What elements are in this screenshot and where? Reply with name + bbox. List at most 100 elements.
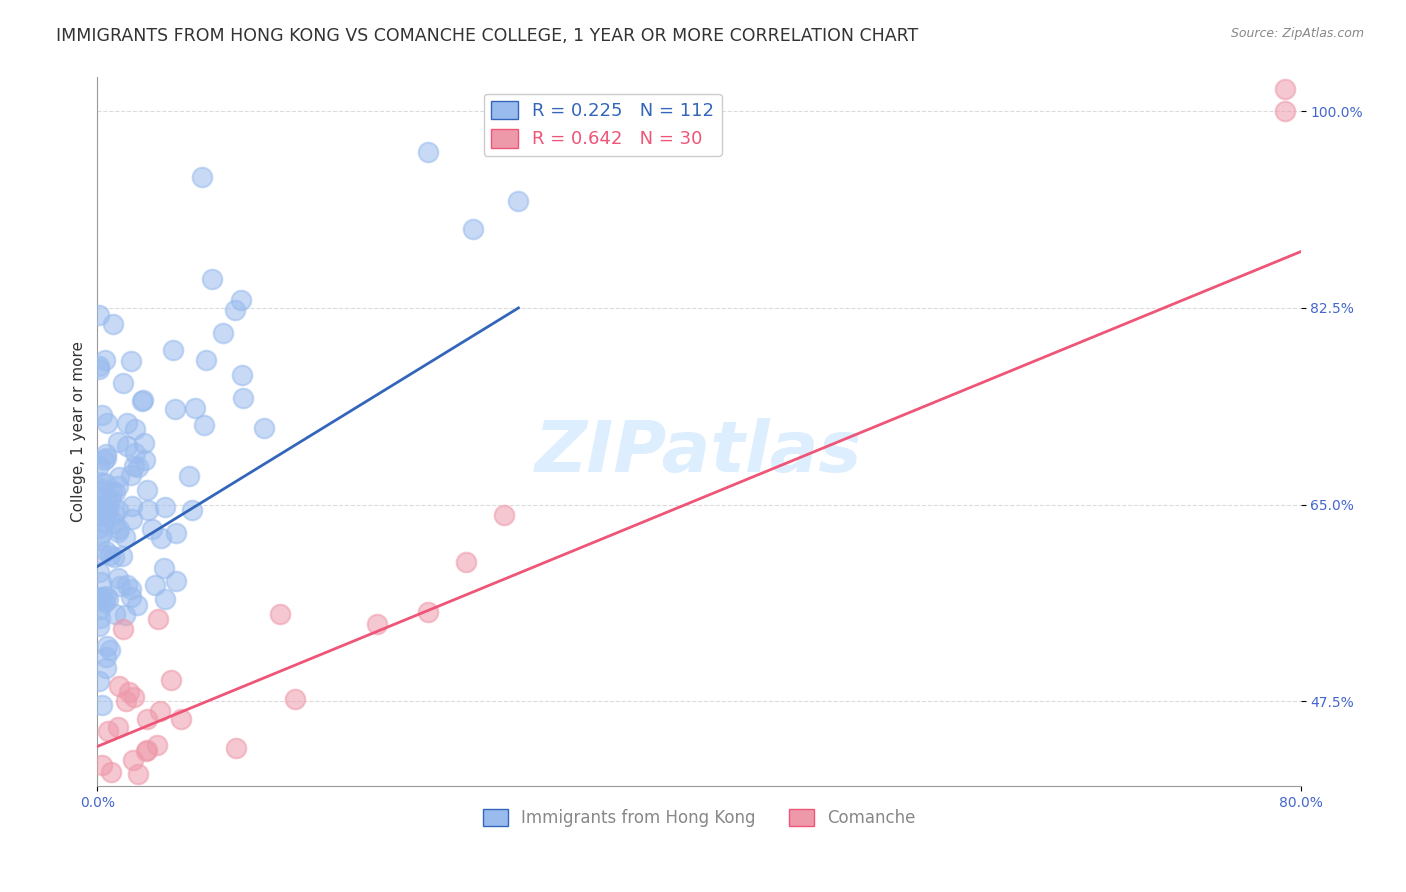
Point (492, 508, 515, 522)
Point (180, 502, 202, 516)
Point (110, 579, 132, 593)
Point (104, 484, 127, 499)
Point (169, 712, 191, 726)
Point (111, 549, 134, 564)
Point (224, 303, 246, 318)
Point (229, 293, 252, 308)
Point (508, 194, 530, 208)
Point (107, 571, 129, 585)
Point (416, 606, 439, 620)
Point (225, 740, 247, 755)
Point (87, 521, 110, 535)
Point (91, 698, 114, 713)
Point (120, 467, 142, 482)
Point (87, 565, 110, 579)
Point (100, 484, 122, 499)
Point (108, 469, 131, 483)
Point (155, 500, 177, 515)
Point (96, 505, 118, 519)
Text: IMMIGRANTS FROM HONG KONG VS COMANCHE COLLEGE, 1 YEAR OR MORE CORRELATION CHART: IMMIGRANTS FROM HONG KONG VS COMANCHE CO… (56, 27, 918, 45)
Point (232, 392, 254, 406)
Point (93, 515, 115, 529)
Point (111, 622, 134, 636)
Point (284, 691, 307, 706)
Point (90, 758, 112, 772)
Point (454, 555, 477, 569)
Point (149, 531, 172, 545)
Point (94, 353, 117, 368)
Point (94, 595, 117, 609)
Point (1274, 104, 1296, 119)
Point (107, 479, 129, 493)
Point (135, 483, 157, 498)
Point (94, 661, 117, 675)
Point (121, 512, 143, 526)
Point (89, 508, 111, 523)
Point (134, 744, 156, 758)
Point (108, 820, 131, 834)
Point (91, 590, 114, 604)
Point (115, 439, 138, 453)
Point (136, 743, 159, 757)
Point (87, 359, 110, 373)
Text: Source: ZipAtlas.com: Source: ZipAtlas.com (1230, 27, 1364, 40)
Point (100, 765, 122, 780)
Point (97, 592, 120, 607)
Point (90, 481, 112, 495)
Point (89, 610, 111, 624)
Point (231, 368, 253, 383)
Point (114, 607, 136, 622)
Point (107, 503, 129, 517)
Point (89, 822, 111, 836)
Point (165, 525, 187, 540)
Legend: Immigrants from Hong Kong, Comanche: Immigrants from Hong Kong, Comanche (475, 803, 922, 834)
Text: ZIPatlas: ZIPatlas (536, 418, 863, 487)
Point (115, 416, 138, 430)
Point (127, 459, 149, 474)
Point (96, 589, 118, 603)
Point (179, 468, 201, 483)
Point (1274, 81, 1296, 95)
Point (107, 524, 129, 539)
Point (269, 607, 291, 621)
Point (90, 574, 112, 589)
Point (136, 712, 159, 726)
Point (103, 507, 125, 521)
Point (96, 639, 118, 653)
Point (195, 353, 218, 368)
Point (112, 376, 135, 390)
Point (418, 145, 440, 159)
Point (97, 495, 120, 509)
Point (87, 362, 110, 376)
Point (87, 308, 110, 322)
Point (143, 577, 166, 591)
Point (115, 578, 138, 592)
Point (103, 516, 125, 530)
Point (120, 582, 142, 596)
Point (94, 476, 117, 491)
Point (463, 222, 485, 236)
Point (162, 343, 184, 358)
Point (127, 767, 149, 781)
Point (120, 590, 142, 604)
Point (165, 574, 187, 589)
Point (114, 530, 136, 544)
Point (97, 724, 120, 739)
Point (141, 522, 163, 536)
Point (127, 598, 149, 612)
Point (107, 522, 129, 536)
Point (122, 690, 145, 705)
Point (90, 491, 112, 506)
Point (90, 548, 112, 562)
Point (108, 679, 131, 693)
Point (93, 453, 115, 467)
Point (163, 402, 186, 417)
Point (87, 533, 110, 547)
Point (100, 492, 122, 507)
Point (91, 483, 114, 498)
Point (94, 649, 117, 664)
Point (146, 612, 169, 626)
Point (118, 685, 141, 699)
Point (100, 643, 122, 657)
Point (89, 475, 111, 490)
